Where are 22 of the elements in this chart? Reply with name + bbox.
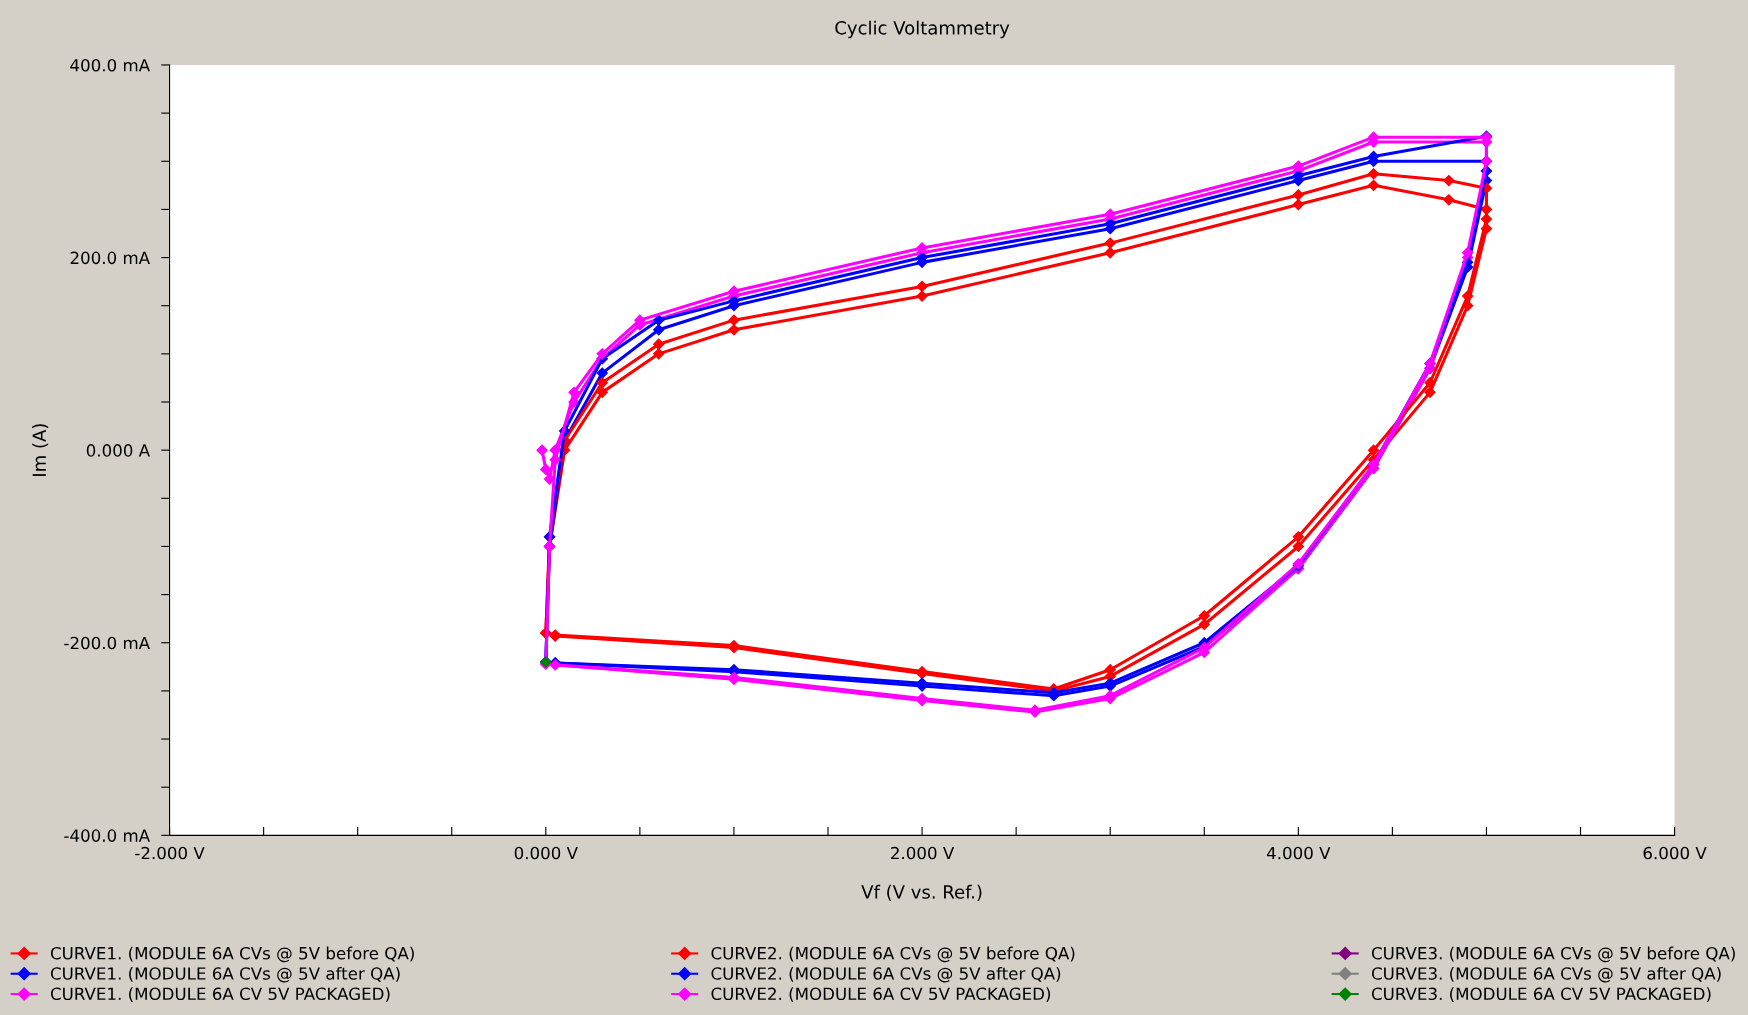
x-axis-title: Vf (V vs. Ref.) bbox=[861, 884, 982, 901]
legend-label: CURVE3. (MODULE 6A CV 5V PACKAGED) bbox=[1371, 987, 1711, 1003]
y-axis-title: Im (A) bbox=[32, 424, 49, 476]
x-tick-label: 0.000 V bbox=[514, 846, 578, 860]
legend-label: CURVE1. (MODULE 6A CV 5V PACKAGED) bbox=[50, 987, 390, 1003]
x-tick-label: 6.000 V bbox=[1643, 846, 1707, 860]
y-tick-label: 400.0 mA bbox=[70, 58, 150, 72]
y-tick-label: -200.0 mA bbox=[64, 636, 150, 650]
y-tick-label: -400.0 mA bbox=[64, 829, 150, 842]
x-tick-label: -2.000 V bbox=[135, 846, 205, 860]
y-tick-label: 0.000 A bbox=[86, 444, 150, 457]
legend-label: CURVE1. (MODULE 6A CVs @ 5V after QA) bbox=[50, 966, 400, 983]
x-tick-label: 2.000 V bbox=[891, 846, 955, 860]
legend-label: CURVE2. (MODULE 6A CVs @ 5V before QA) bbox=[711, 946, 1075, 963]
legend-label: CURVE2. (MODULE 6A CVs @ 5V after QA) bbox=[711, 966, 1061, 983]
chart-title: Cyclic Voltammetry bbox=[835, 20, 1010, 39]
legend-label: CURVE3. (MODULE 6A CVs @ 5V before QA) bbox=[1371, 946, 1735, 963]
x-tick-label: 4.000 V bbox=[1266, 846, 1331, 860]
legend-label: CURVE3. (MODULE 6A CVs @ 5V after QA) bbox=[1371, 966, 1721, 983]
y-tick-label: 200.0 mA bbox=[70, 251, 150, 265]
legend-label: CURVE2. (MODULE 6A CV 5V PACKAGED) bbox=[711, 987, 1051, 1003]
legend-label: CURVE1. (MODULE 6A CVs @ 5V before QA) bbox=[50, 946, 414, 963]
